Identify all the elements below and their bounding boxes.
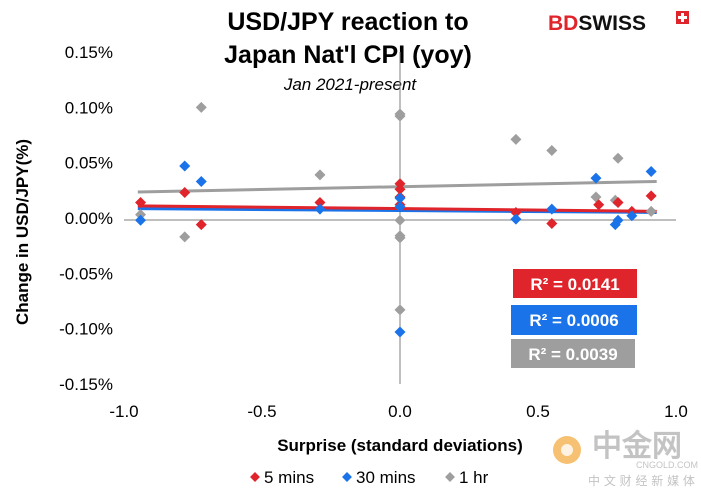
chart-title-line-2: Japan Nat'l CPI (yoy): [224, 41, 472, 69]
data-point-5-mins: [546, 218, 558, 230]
legend-label-30-mins: 30 mins: [356, 468, 416, 487]
y-tick-label: -0.05%: [59, 264, 113, 283]
y-axis-label: Change in USD/JPY(%): [13, 139, 32, 325]
data-point-1-hr: [394, 232, 406, 244]
x-tick-label: -0.5: [247, 402, 276, 421]
data-point-1-hr: [546, 144, 558, 156]
watermark: 中金网 CNGOLD.COM 中 文 财 经 新 媒 体: [553, 429, 698, 488]
axis-ticks: 0.15% 0.10% 0.05% 0.00% -0.05% -0.10% -0.15% -1…: [59, 43, 688, 421]
legend-item-5-mins: 5 mins: [250, 468, 314, 487]
data-point-30-mins: [394, 192, 406, 204]
r2-box-30-mins: R² = 0.0006: [511, 305, 637, 335]
watermark-url: CNGOLD.COM: [636, 460, 698, 470]
x-tick-label: -1.0: [109, 402, 138, 421]
data-point-5-mins: [645, 190, 657, 202]
data-point-30-mins: [314, 203, 326, 215]
data-point-30-mins: [179, 160, 191, 172]
data-point-30-mins: [510, 213, 522, 225]
brand-bd-text: BD: [548, 12, 578, 35]
data-point-30-mins: [626, 210, 638, 222]
data-point-1-hr: [394, 110, 406, 122]
y-tick-label: -0.10%: [59, 320, 113, 339]
legend-marker-1-hr: [445, 472, 455, 482]
data-point-5-mins: [593, 199, 605, 211]
brand-logo: BDSWISS: [548, 11, 689, 35]
r2-label-1-hr: R² = 0.0039: [528, 345, 617, 364]
data-point-1-hr: [314, 169, 326, 181]
x-tick-label: 0.5: [526, 402, 550, 421]
legend-label-5-mins: 5 mins: [264, 468, 314, 487]
y-tick-label: 0.00%: [65, 209, 113, 228]
data-point-30-mins: [394, 201, 406, 213]
legend-item-1-hr: 1 hr: [445, 468, 489, 487]
r2-label-30-mins: R² = 0.0006: [529, 311, 618, 330]
watermark-tagline: 中 文 财 经 新 媒 体: [588, 473, 695, 488]
brand-swiss-text: SWISS: [578, 12, 646, 35]
data-point-1-hr: [510, 133, 522, 145]
r2-box-1-hr: R² = 0.0039: [511, 339, 635, 368]
x-axis-label: Surprise (standard deviations): [277, 436, 523, 455]
x-tick-label: 0.0: [388, 402, 412, 421]
data-point-5-mins: [394, 178, 406, 190]
data-point-30-mins: [135, 214, 147, 226]
legend-marker-30-mins: [342, 472, 352, 482]
r2-box-5-mins: R² = 0.0141: [513, 269, 637, 298]
legend-label-1-hr: 1 hr: [459, 468, 489, 487]
x-tick-label: 1.0: [664, 402, 688, 421]
data-point-30-mins: [546, 203, 558, 215]
data-point-30-mins: [645, 166, 657, 178]
data-points: [135, 101, 657, 338]
legend: 5 mins 30 mins 1 hr: [250, 468, 489, 487]
data-point-1-hr: [612, 152, 624, 164]
y-tick-label: 0.10%: [65, 98, 113, 117]
watermark-name: 中金网: [592, 429, 682, 464]
r2-label-5-mins: R² = 0.0141: [530, 275, 619, 294]
data-point-30-mins: [612, 214, 624, 226]
data-point-1-hr: [394, 214, 406, 226]
data-point-1-hr: [645, 205, 657, 217]
data-point-5-mins: [314, 197, 326, 209]
y-tick-label: 0.15%: [65, 43, 113, 62]
data-point-30-mins: [394, 326, 406, 338]
data-point-5-mins: [612, 197, 624, 209]
chart-title-line-1: USD/JPY reaction to: [227, 8, 468, 36]
legend-item-30-mins: 30 mins: [342, 468, 416, 487]
data-point-5-mins: [394, 183, 406, 195]
svg-text:BDSWISS: BDSWISS: [548, 12, 646, 35]
data-point-1-hr: [179, 231, 191, 243]
data-point-5-mins: [510, 206, 522, 218]
data-point-1-hr: [195, 101, 207, 113]
y-tick-label: -0.15%: [59, 375, 113, 394]
y-tick-label: 0.05%: [65, 154, 113, 173]
chart-subtitle: Jan 2021-present: [283, 75, 418, 94]
data-point-30-mins: [590, 172, 602, 184]
data-point-5-mins: [135, 197, 147, 209]
data-point-30-mins: [195, 175, 207, 187]
data-point-5-mins: [195, 219, 207, 231]
data-point-5-mins: [179, 187, 191, 199]
data-point-1-hr: [135, 209, 147, 221]
legend-marker-5-mins: [250, 472, 260, 482]
data-point-1-hr: [394, 304, 406, 316]
